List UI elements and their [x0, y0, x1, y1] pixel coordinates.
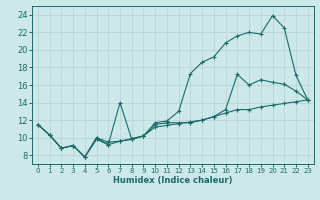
X-axis label: Humidex (Indice chaleur): Humidex (Indice chaleur) [113, 176, 233, 185]
